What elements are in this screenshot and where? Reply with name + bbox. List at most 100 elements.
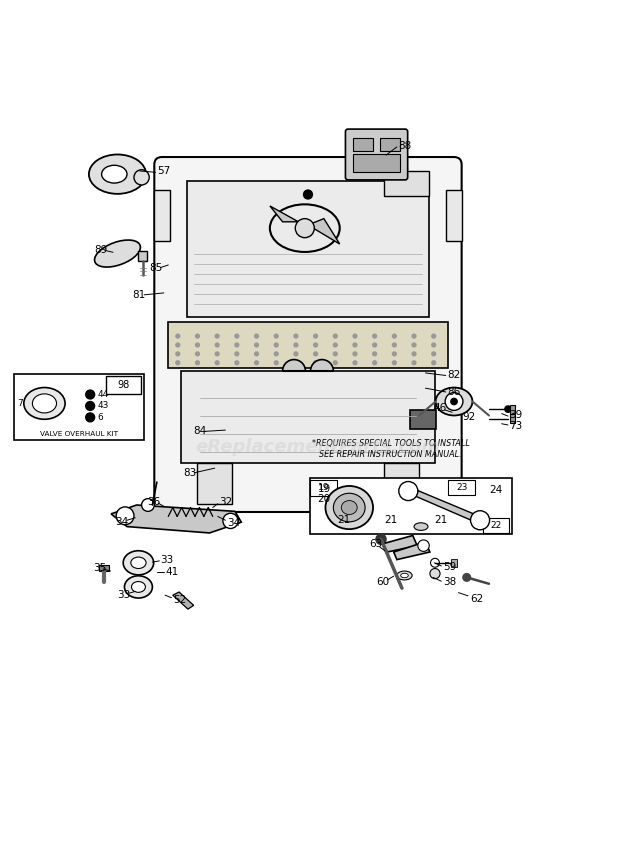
- Text: 36: 36: [147, 497, 161, 507]
- Text: *REQUIRES SPECIAL TOOLS TO INSTALL
SEE REPAIR INSTRUCTION MANUAL.: *REQUIRES SPECIAL TOOLS TO INSTALL SEE R…: [312, 439, 469, 459]
- Circle shape: [392, 361, 396, 365]
- Circle shape: [505, 406, 511, 412]
- Circle shape: [223, 513, 238, 529]
- Circle shape: [235, 361, 239, 365]
- Circle shape: [412, 352, 416, 356]
- Circle shape: [311, 360, 333, 383]
- Text: 19: 19: [318, 484, 329, 492]
- Circle shape: [353, 361, 357, 365]
- Circle shape: [412, 343, 416, 347]
- Circle shape: [134, 170, 149, 185]
- Circle shape: [353, 343, 357, 347]
- Polygon shape: [308, 218, 340, 244]
- Bar: [310, 479, 512, 534]
- Polygon shape: [383, 536, 417, 552]
- Circle shape: [294, 352, 298, 356]
- Circle shape: [392, 352, 396, 356]
- Circle shape: [86, 401, 95, 411]
- Bar: [510, 405, 515, 414]
- Text: 33: 33: [117, 590, 131, 600]
- Text: 98: 98: [117, 380, 130, 390]
- Circle shape: [255, 361, 258, 365]
- Text: 92: 92: [462, 412, 476, 422]
- Polygon shape: [270, 206, 298, 222]
- Circle shape: [304, 190, 312, 199]
- Circle shape: [445, 393, 463, 411]
- Circle shape: [215, 352, 219, 356]
- Circle shape: [255, 352, 258, 356]
- Text: 24: 24: [489, 484, 502, 495]
- Circle shape: [432, 352, 436, 356]
- Circle shape: [430, 569, 440, 579]
- Bar: [310, 479, 337, 496]
- Text: 34: 34: [227, 518, 241, 528]
- Bar: [483, 518, 509, 533]
- Text: 34: 34: [116, 517, 129, 526]
- Circle shape: [399, 481, 418, 501]
- Bar: [154, 190, 170, 241]
- Text: 21: 21: [435, 515, 448, 525]
- Text: 86: 86: [447, 387, 460, 397]
- Circle shape: [418, 540, 429, 552]
- Circle shape: [215, 334, 219, 338]
- Circle shape: [176, 352, 180, 356]
- Circle shape: [295, 218, 314, 238]
- Circle shape: [333, 334, 337, 338]
- Circle shape: [373, 361, 377, 365]
- Circle shape: [373, 334, 377, 338]
- Circle shape: [235, 352, 239, 356]
- Text: 19: 19: [318, 484, 331, 494]
- Polygon shape: [401, 490, 489, 520]
- Circle shape: [235, 334, 239, 338]
- Circle shape: [176, 343, 180, 347]
- Text: 89: 89: [94, 246, 107, 255]
- Circle shape: [294, 361, 298, 365]
- Text: 32: 32: [219, 497, 232, 507]
- Ellipse shape: [414, 523, 428, 530]
- Circle shape: [392, 334, 396, 338]
- Bar: [448, 479, 475, 495]
- Circle shape: [463, 574, 471, 581]
- Bar: [138, 251, 147, 261]
- Circle shape: [274, 334, 278, 338]
- Circle shape: [412, 361, 416, 365]
- Circle shape: [196, 352, 199, 356]
- Bar: [168, 322, 448, 368]
- Ellipse shape: [397, 571, 412, 580]
- Bar: [353, 155, 400, 173]
- Circle shape: [176, 361, 180, 365]
- Circle shape: [116, 507, 134, 524]
- Text: 60: 60: [376, 577, 389, 587]
- Circle shape: [431, 558, 439, 567]
- Ellipse shape: [131, 581, 145, 592]
- Ellipse shape: [401, 573, 408, 578]
- Circle shape: [432, 361, 436, 365]
- Text: 33: 33: [161, 554, 174, 564]
- Circle shape: [432, 334, 436, 338]
- Circle shape: [255, 334, 258, 338]
- Ellipse shape: [89, 155, 146, 194]
- Bar: [510, 414, 515, 423]
- Circle shape: [215, 361, 219, 365]
- Circle shape: [471, 511, 490, 530]
- Circle shape: [196, 361, 199, 365]
- Circle shape: [412, 334, 416, 338]
- Text: 63: 63: [370, 540, 383, 549]
- Text: eReplacementParts.com: eReplacementParts.com: [195, 439, 440, 456]
- Circle shape: [215, 343, 219, 347]
- Ellipse shape: [131, 557, 146, 569]
- Text: 59: 59: [443, 562, 457, 572]
- Circle shape: [142, 499, 154, 512]
- Circle shape: [314, 352, 318, 356]
- Bar: [384, 171, 429, 196]
- Circle shape: [432, 343, 436, 347]
- Bar: [446, 190, 462, 241]
- Text: 82: 82: [447, 371, 460, 381]
- Bar: [451, 559, 457, 567]
- Text: 6: 6: [98, 413, 104, 422]
- Circle shape: [196, 334, 199, 338]
- Circle shape: [294, 343, 298, 347]
- Circle shape: [373, 343, 377, 347]
- Ellipse shape: [333, 493, 365, 522]
- Text: 73: 73: [509, 422, 523, 431]
